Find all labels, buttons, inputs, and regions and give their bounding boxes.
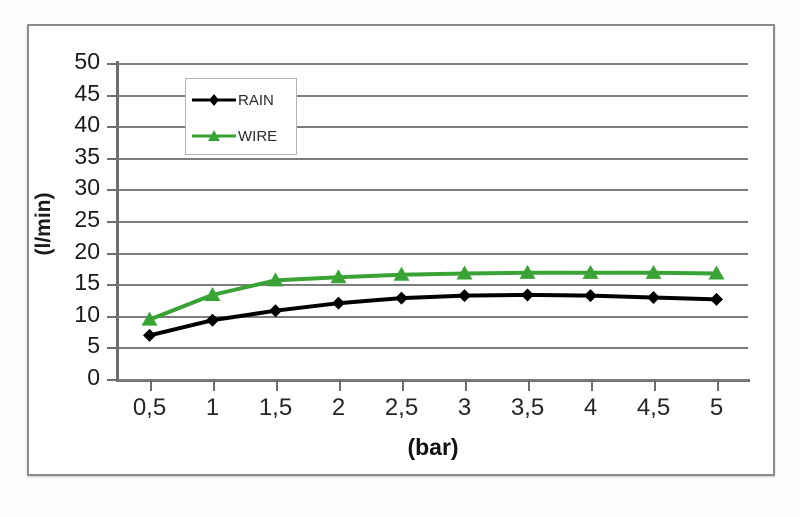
- gridline: [118, 347, 748, 350]
- x-axis-tick: [464, 379, 467, 391]
- y-axis-title: (l/min): [32, 192, 55, 256]
- y-axis-tick: [107, 221, 118, 223]
- x-axis-tick: [401, 379, 404, 391]
- legend-swatch-wire: [192, 127, 236, 145]
- y-axis-tick: [107, 284, 118, 287]
- x-axis-tick-label: 2: [331, 394, 346, 421]
- y-axis-tick-label: 40: [74, 111, 100, 138]
- y-axis-tick-label: 45: [74, 79, 100, 106]
- legend-item-wire: WIRE: [186, 119, 298, 153]
- gridline: [118, 94, 748, 97]
- x-axis-tick-label: 2,5: [384, 394, 419, 421]
- x-axis-tick-label: 1,5: [258, 394, 293, 421]
- y-axis-tick-label: 35: [74, 142, 100, 169]
- y-axis-tick: [107, 94, 118, 97]
- gridline: [118, 221, 748, 223]
- x-axis-tick: [527, 379, 530, 391]
- gridline: [118, 63, 748, 65]
- y-axis-tick: [107, 252, 118, 255]
- chart-legend: RAIN WIRE: [185, 78, 297, 155]
- y-axis-tick-label: 10: [74, 300, 100, 327]
- legend-label-rain: RAIN: [238, 91, 274, 109]
- y-axis-tick-label: 0: [87, 364, 100, 390]
- y-axis-tick: [107, 347, 118, 350]
- y-axis-tick: [107, 63, 118, 65]
- x-axis-tick: [590, 379, 593, 391]
- gridline: [118, 126, 748, 129]
- gridline: [118, 189, 748, 192]
- x-axis-tick-label: 5: [709, 394, 724, 421]
- gridline: [118, 157, 748, 160]
- y-axis-tick: [107, 315, 118, 318]
- y-axis-tick: [107, 157, 118, 160]
- legend-swatch-rain: [192, 91, 236, 109]
- gridline: [118, 379, 748, 381]
- y-axis-tick-label: 20: [74, 237, 100, 264]
- gridline: [118, 252, 748, 255]
- y-axis-tick-label: 5: [87, 332, 100, 359]
- x-axis-tick-label: 0,5: [132, 394, 167, 421]
- y-axis-tick: [107, 189, 118, 192]
- x-axis-tick: [212, 379, 215, 391]
- legend-item-rain: RAIN: [186, 83, 298, 117]
- x-axis-tick-label: 4: [583, 394, 598, 421]
- x-axis-title: (bar): [407, 434, 459, 460]
- legend-label-wire: WIRE: [238, 127, 278, 145]
- y-axis-tick-label: 15: [74, 269, 100, 296]
- x-axis-tick-label: 3,5: [510, 394, 545, 421]
- x-axis-tick: [275, 379, 278, 391]
- y-axis-tick: [107, 379, 118, 381]
- y-axis-tick-label: 30: [74, 174, 100, 201]
- figure-frame: [27, 24, 775, 476]
- y-axis-tick-label: 50: [74, 48, 100, 74]
- x-axis-tick-label: 4,5: [636, 394, 671, 421]
- gridline: [118, 315, 748, 318]
- x-axis-tick-label: 1: [205, 394, 220, 421]
- x-axis-tick: [716, 379, 719, 391]
- x-axis-tick-label: 3: [457, 394, 472, 421]
- y-axis-tick: [107, 126, 118, 129]
- x-axis-tick: [149, 379, 152, 391]
- x-axis-tick: [338, 379, 341, 391]
- gridline: [118, 284, 748, 287]
- y-axis-tick-label: 25: [74, 206, 100, 232]
- x-axis-tick: [653, 379, 656, 391]
